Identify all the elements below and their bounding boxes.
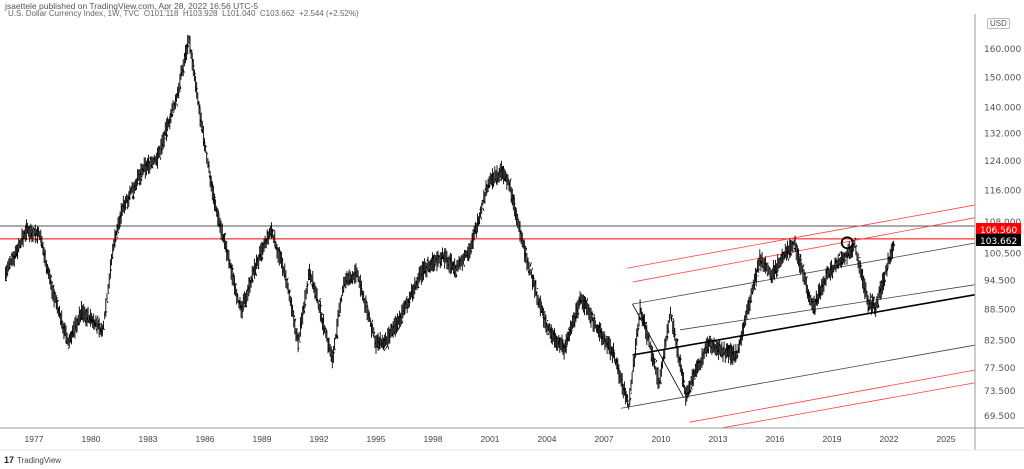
time-tick-label: 2007 [595, 434, 614, 444]
open-value: O101.118 [143, 9, 179, 18]
time-tick-label: 1992 [310, 434, 329, 444]
highlight-circle-marker [840, 236, 854, 250]
time-tick-label: 2001 [481, 434, 500, 444]
time-tick-label: 2022 [880, 434, 899, 444]
logo-text: TradingView [17, 456, 62, 465]
price-series [5, 35, 896, 410]
price-tick-label: 108.000 [984, 218, 1021, 228]
time-tick-label: 2013 [709, 434, 728, 444]
plot-area [0, 35, 975, 428]
price-tick-label: 88.500 [984, 305, 1016, 315]
price-tick-label: 94.500 [984, 277, 1016, 287]
trend-line [632, 217, 975, 283]
low-value: L101.040 [222, 9, 256, 18]
time-tick-label: 2019 [823, 434, 842, 444]
close-value: C103.662 [259, 9, 295, 18]
tradingview-logo[interactable]: 17 TradingView [4, 455, 61, 465]
time-tick-label: 2004 [538, 434, 557, 444]
logo-mark-icon: 17 [4, 455, 15, 465]
trend-line [719, 382, 975, 428]
price-label-text: 103.662 [980, 237, 1017, 247]
time-tick-label: 1983 [139, 434, 158, 444]
price-label-box [976, 223, 1021, 235]
time-tick-label: 1995 [367, 434, 386, 444]
price-tick-label: 132.000 [984, 130, 1021, 140]
time-tick-label: 1980 [82, 434, 101, 444]
price-tick-label: 160.000 [984, 45, 1021, 55]
time-tick-label: 1977 [25, 434, 44, 444]
trend-line [621, 344, 975, 409]
price-tick-label: 124.000 [984, 157, 1021, 167]
trend-line [679, 284, 975, 331]
time-tick-label: 1989 [253, 434, 272, 444]
price-tick-label: 116.000 [984, 186, 1021, 196]
price-tick-label: 73.500 [984, 387, 1016, 397]
change-value: +2.544 (+2.52%) [299, 9, 359, 18]
symbol-name: U.S. Dollar Currency Index, 1W, TVC [8, 9, 140, 18]
high-value: H103.928 [182, 9, 218, 18]
trend-line [626, 204, 975, 269]
time-tick-label: 1986 [196, 434, 215, 444]
price-tick-label: 100.500 [984, 250, 1021, 260]
price-tick-label: 140.000 [984, 104, 1021, 114]
price-tick-label: 82.500 [984, 336, 1016, 346]
currency-button[interactable]: USD [987, 18, 1010, 29]
symbol-legend: U.S. Dollar Currency Index, 1W, TVC O101… [8, 9, 359, 18]
time-tick-label: 1998 [424, 434, 443, 444]
publisher-line: jsaettele published on TradingView.com, … [5, 1, 259, 11]
price-tick-label: 150.000 [984, 73, 1021, 83]
price-label-box [976, 234, 1021, 246]
time-tick-label: 2016 [766, 434, 785, 444]
time-tick-label: 2010 [652, 434, 671, 444]
trend-line [689, 369, 975, 423]
time-tick-label: 2025 [937, 434, 956, 444]
trend-line [632, 242, 975, 305]
price-tick-label: 69.500 [984, 412, 1016, 422]
price-tick-label: 77.500 [984, 364, 1016, 374]
price-label-text: 106.560 [980, 226, 1017, 236]
trend-line [632, 294, 975, 356]
